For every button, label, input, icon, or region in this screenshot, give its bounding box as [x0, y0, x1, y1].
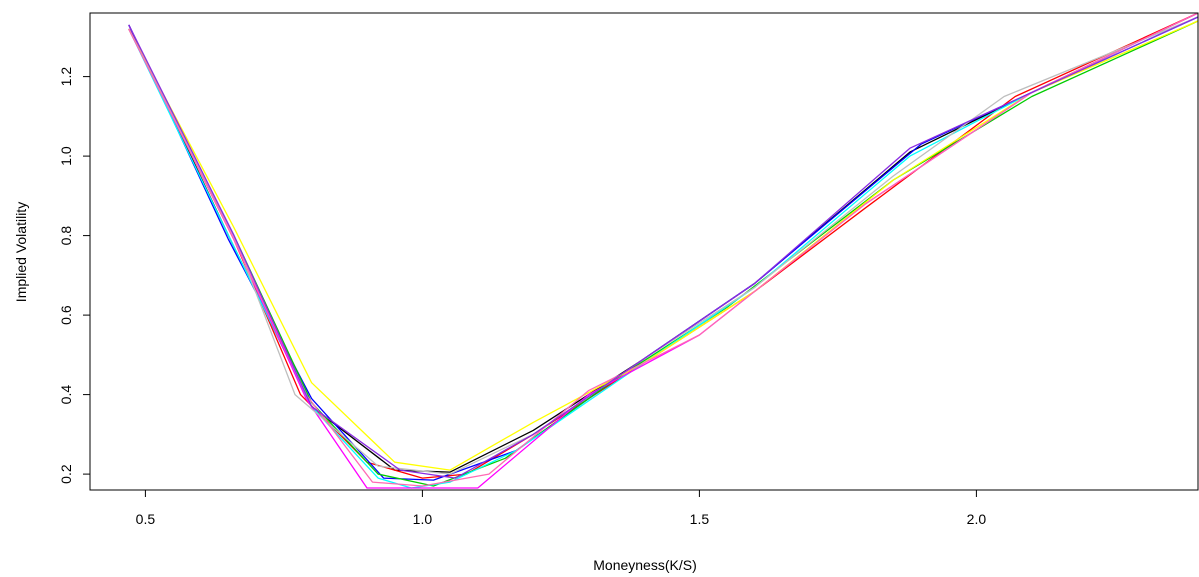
y-axis-title: Implied Volatility [13, 202, 29, 302]
x-axis: 0.5 1.0 1.5 2.0 [136, 490, 987, 527]
y-tick-label: 0.2 [58, 464, 74, 484]
y-tick-label: 0.4 [58, 385, 74, 405]
series-line-1 [128, 13, 1199, 473]
y-tick-label: 0.8 [58, 226, 74, 246]
x-tick-label: 2.0 [967, 511, 987, 527]
y-tick-label: 0.6 [58, 305, 74, 325]
series-line-5 [128, 16, 1199, 489]
y-axis: 0.2 0.4 0.6 0.8 1.0 1.2 [58, 67, 90, 484]
series-line-10 [128, 16, 1199, 479]
x-tick-label: 1.0 [413, 511, 433, 527]
series-line-9 [128, 13, 1199, 487]
series-line-6 [128, 13, 1199, 489]
series-line-4 [128, 20, 1199, 487]
plot-frame [89, 12, 1199, 491]
series-line-7 [128, 20, 1199, 471]
y-tick-label: 1.2 [58, 67, 74, 87]
series-line-2 [128, 13, 1199, 479]
series-layer [128, 13, 1199, 489]
x-tick-label: 0.5 [136, 511, 156, 527]
x-tick-label: 1.5 [690, 511, 710, 527]
x-axis-title: Moneyness(K/S) [593, 557, 696, 573]
y-tick-label: 1.0 [58, 146, 74, 166]
